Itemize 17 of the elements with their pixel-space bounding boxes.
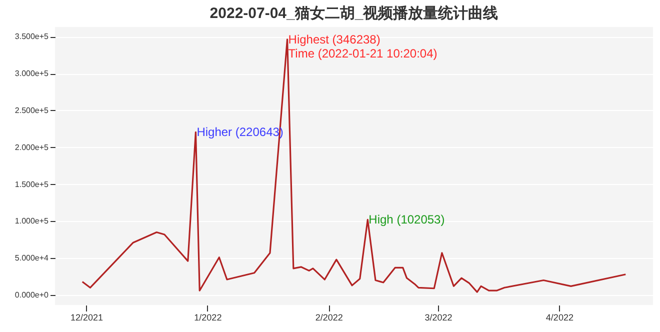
- y-tick-label: 2.500e+5: [14, 106, 50, 115]
- y-tick-label: 3.500e+5: [14, 32, 50, 42]
- y-tick-label: 2.000e+5: [14, 142, 50, 152]
- annotation: Time (2022-01-21 10:20:04): [288, 46, 438, 60]
- x-tick-label: 1/2022: [194, 312, 222, 322]
- y-tick-label: 5.000e+4: [14, 254, 50, 263]
- y-tick-label: 1.500e+5: [14, 180, 50, 189]
- chart-title: 2022-07-04_猫女二胡_视频播放量统计曲线: [210, 5, 498, 22]
- y-tick-label: 1.000e+5: [14, 216, 50, 226]
- annotation: Highest (346238): [288, 32, 380, 46]
- annotation: High (102053): [368, 212, 445, 227]
- y-tick-label: 3.000e+5: [14, 69, 50, 78]
- x-tick-label: 4/2022: [546, 312, 574, 322]
- y-tick-label: 0.000e+0: [14, 290, 50, 300]
- x-tick-label: 2/2022: [315, 312, 343, 322]
- x-tick-label: 12/2021: [70, 312, 104, 322]
- x-tick-label: 3/2022: [424, 312, 452, 322]
